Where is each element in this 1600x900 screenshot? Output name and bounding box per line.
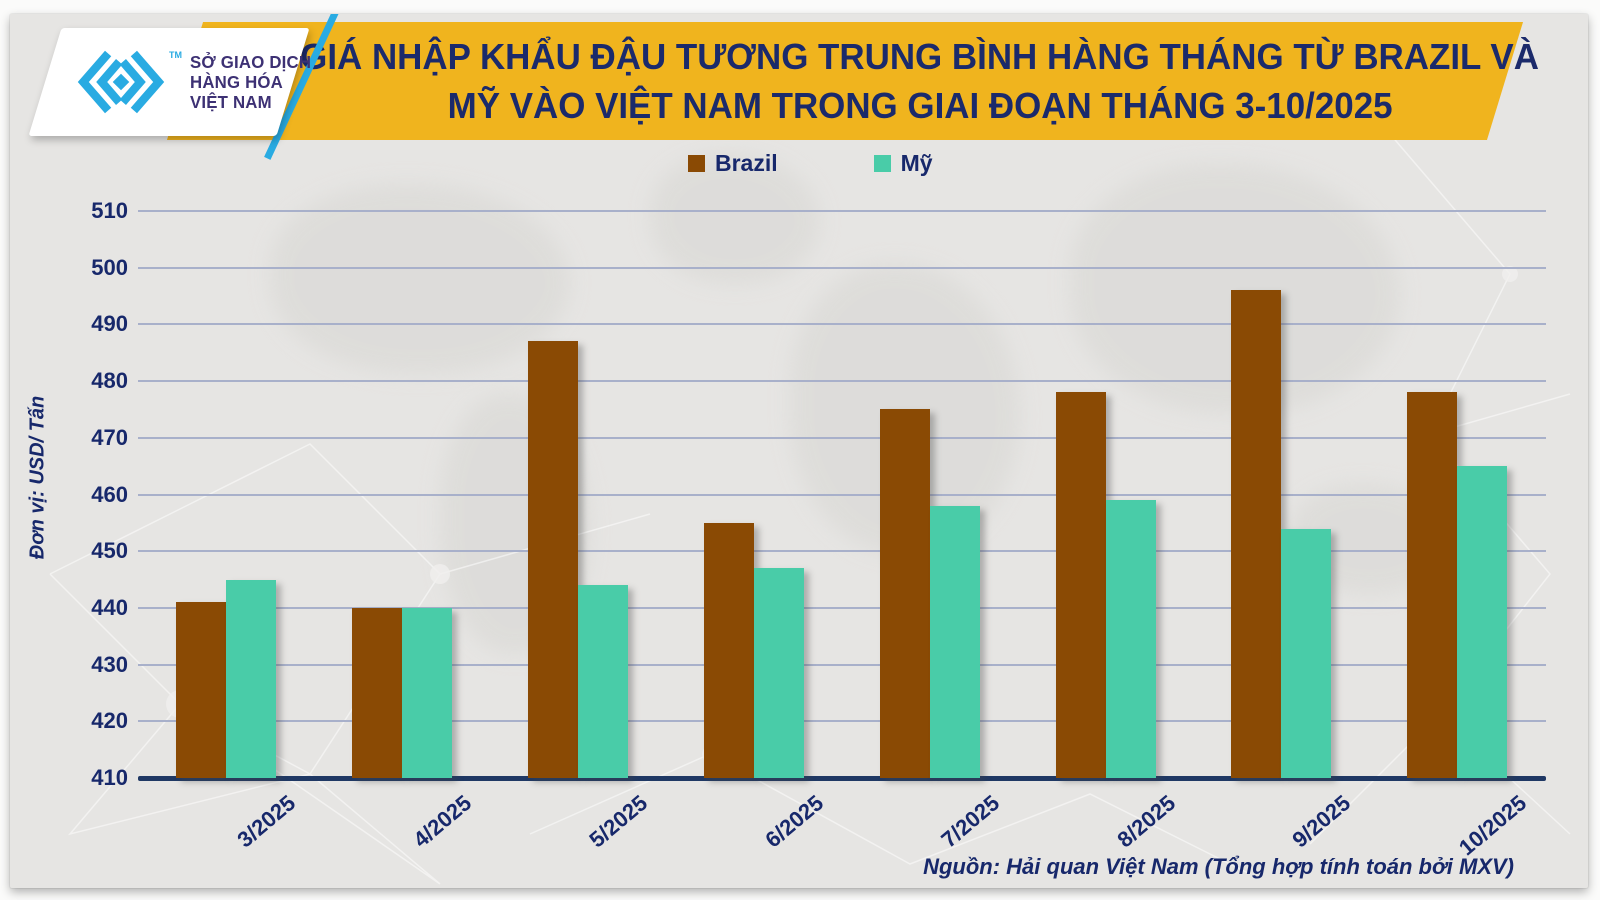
y-tick-label-460: 460 bbox=[91, 481, 128, 507]
gridline-460 bbox=[138, 493, 1546, 496]
bar-brazil-7/2025 bbox=[879, 409, 930, 778]
chart-title-line2: MỸ VÀO VIỆT NAM TRONG GIAI ĐOẠN THÁNG 3-… bbox=[447, 85, 1393, 126]
x-tick-label-6/2025: 6/2025 bbox=[760, 790, 828, 853]
x-tick-label-3/2025: 3/2025 bbox=[232, 790, 301, 853]
bar-brazil-4/2025 bbox=[351, 607, 402, 778]
y-tick-label-490: 490 bbox=[91, 311, 128, 337]
bar-brazil-9/2025 bbox=[1231, 290, 1282, 778]
y-tick-label-480: 480 bbox=[91, 368, 128, 394]
gridline-510 bbox=[138, 210, 1546, 212]
y-tick-label-410: 410 bbox=[91, 765, 128, 790]
bar-mỹ-9/2025 bbox=[1281, 528, 1332, 778]
x-axis-line bbox=[138, 776, 1546, 781]
x-tick-label-4/2025: 4/2025 bbox=[408, 790, 476, 853]
y-tick-label-450: 450 bbox=[91, 538, 128, 564]
x-tick-label-5/2025: 5/2025 bbox=[584, 790, 652, 853]
source-note: Nguồn: Hải quan Việt Nam (Tổng hợp tính … bbox=[923, 854, 1514, 879]
y-tick-label-430: 430 bbox=[91, 651, 128, 677]
legend-item-mỹ: Mỹ bbox=[873, 150, 933, 177]
chart-legend: Brazil Mỹ bbox=[688, 150, 933, 177]
bar-mỹ-6/2025 bbox=[753, 568, 804, 778]
legend-item-brazil: Brazil bbox=[688, 150, 778, 177]
gridline-470 bbox=[138, 436, 1546, 439]
y-tick-label-420: 420 bbox=[91, 708, 128, 734]
bar-brazil-6/2025 bbox=[703, 522, 754, 778]
bar-brazil-8/2025 bbox=[1055, 392, 1106, 778]
gridline-500 bbox=[138, 266, 1546, 269]
bar-mỹ-5/2025 bbox=[577, 585, 628, 778]
map-watermark-blob bbox=[270, 184, 570, 374]
title-banner: GIÁ NHẬP KHẨU ĐẬU TƯƠNG TRUNG BÌNH HÀNG … bbox=[166, 22, 1540, 140]
y-tick-label-500: 500 bbox=[91, 254, 128, 280]
chart-title: GIÁ NHẬP KHẨU ĐẬU TƯƠNG TRUNG BÌNH HÀNG … bbox=[185, 22, 1540, 140]
bar-mỹ-8/2025 bbox=[1105, 500, 1156, 778]
bar-mỹ-4/2025 bbox=[401, 607, 452, 778]
bar-mỹ-3/2025 bbox=[226, 579, 276, 778]
gridline-420 bbox=[138, 720, 1546, 723]
bar-brazil-3/2025 bbox=[176, 602, 226, 778]
logo-org-name: SỞ GIAO DỊCH HÀNG HÓA VIỆT NAM bbox=[190, 52, 312, 112]
gridline-480 bbox=[138, 380, 1546, 383]
legend-swatch-mỹ bbox=[873, 155, 891, 172]
mxv-logo-card: TM SỞ GIAO DỊCH HÀNG HÓA VIỆT NAM bbox=[28, 28, 311, 136]
chart-title-line1: GIÁ NHẬP KHẨU ĐẬU TƯƠNG TRUNG BÌNH HÀNG … bbox=[300, 36, 1540, 77]
legend-swatch-brazil bbox=[688, 155, 705, 172]
mxv-logo-icon bbox=[77, 50, 165, 114]
y-axis-title: Đơn vị: USD/ Tấn bbox=[26, 395, 49, 560]
bar-brazil-10/2025 bbox=[1407, 392, 1458, 778]
gridline-440 bbox=[138, 606, 1546, 609]
y-tick-label-440: 440 bbox=[91, 594, 128, 620]
y-tick-label-470: 470 bbox=[91, 424, 128, 450]
bar-mỹ-10/2025 bbox=[1457, 466, 1508, 778]
y-tick-label-510: 510 bbox=[91, 198, 128, 223]
gridline-490 bbox=[138, 323, 1546, 326]
infographic-slide: GIÁ NHẬP KHẨU ĐẬU TƯƠNG TRUNG BÌNH HÀNG … bbox=[10, 14, 1588, 888]
bar-mỹ-7/2025 bbox=[929, 505, 980, 778]
trademark-symbol: TM bbox=[169, 50, 182, 60]
gridline-450 bbox=[138, 550, 1546, 553]
bar-brazil-5/2025 bbox=[527, 341, 578, 778]
legend-label-mỹ: Mỹ bbox=[900, 150, 933, 176]
gridline-430 bbox=[138, 663, 1546, 666]
legend-label-brazil: Brazil bbox=[715, 150, 778, 176]
map-watermark-blob bbox=[650, 154, 820, 284]
